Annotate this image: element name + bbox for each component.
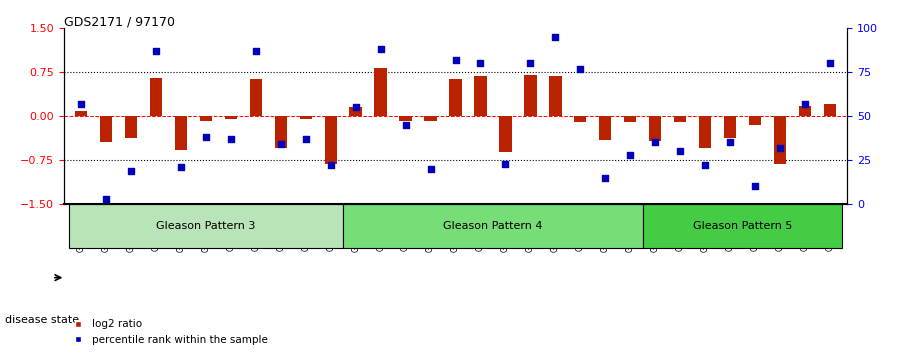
Point: [722, 139, 737, 145]
Bar: [175, 116, 188, 150]
Bar: [524, 75, 537, 116]
Text: Gleason Pattern 4: Gleason Pattern 4: [443, 221, 543, 231]
Bar: [499, 116, 512, 153]
Bar: [100, 116, 112, 142]
Bar: [475, 76, 486, 116]
Point: [148, 48, 163, 54]
Bar: [674, 116, 686, 122]
Point: [698, 162, 712, 168]
Point: [124, 168, 138, 173]
Bar: [374, 68, 387, 116]
Point: [374, 47, 388, 52]
Bar: [574, 116, 587, 122]
Bar: [225, 116, 237, 119]
Bar: [343, 204, 642, 248]
Text: disease state: disease state: [5, 315, 78, 325]
Point: [797, 101, 812, 107]
Bar: [642, 204, 843, 248]
Bar: [149, 78, 162, 116]
Bar: [773, 116, 786, 164]
Point: [523, 61, 537, 66]
Bar: [324, 116, 337, 164]
Point: [672, 148, 687, 154]
Bar: [399, 116, 412, 121]
Point: [224, 136, 239, 142]
Bar: [425, 116, 436, 121]
Point: [299, 136, 313, 142]
Point: [398, 122, 413, 128]
Point: [498, 161, 513, 166]
Bar: [274, 116, 287, 148]
Text: Gleason Pattern 3: Gleason Pattern 3: [157, 221, 256, 231]
Point: [548, 34, 563, 40]
Bar: [824, 104, 836, 116]
Point: [598, 175, 612, 181]
Bar: [599, 116, 611, 139]
Point: [273, 141, 288, 147]
Legend: log2 ratio, percentile rank within the sample: log2 ratio, percentile rank within the s…: [69, 315, 272, 349]
Bar: [799, 105, 811, 116]
Point: [573, 66, 588, 72]
Point: [823, 61, 837, 66]
Text: Gleason Pattern 5: Gleason Pattern 5: [692, 221, 793, 231]
Bar: [649, 116, 661, 141]
Point: [174, 164, 189, 170]
Point: [424, 166, 438, 172]
Bar: [723, 116, 736, 138]
Bar: [749, 116, 762, 125]
Point: [249, 48, 263, 54]
Point: [74, 101, 88, 107]
Point: [473, 61, 487, 66]
Bar: [75, 112, 87, 116]
Point: [323, 162, 338, 168]
Bar: [449, 79, 462, 116]
Bar: [549, 76, 561, 116]
Bar: [125, 116, 138, 138]
Bar: [68, 204, 343, 248]
Bar: [250, 79, 262, 116]
Point: [648, 139, 662, 145]
Point: [448, 57, 463, 63]
Point: [99, 196, 114, 201]
Text: GDS2171 / 97170: GDS2171 / 97170: [64, 15, 175, 28]
Point: [199, 135, 213, 140]
Bar: [300, 116, 312, 119]
Bar: [350, 107, 362, 116]
Bar: [200, 116, 212, 121]
Bar: [699, 116, 711, 148]
Point: [623, 152, 638, 158]
Point: [348, 104, 363, 110]
Point: [748, 183, 763, 189]
Point: [773, 145, 787, 150]
Bar: [624, 116, 637, 122]
